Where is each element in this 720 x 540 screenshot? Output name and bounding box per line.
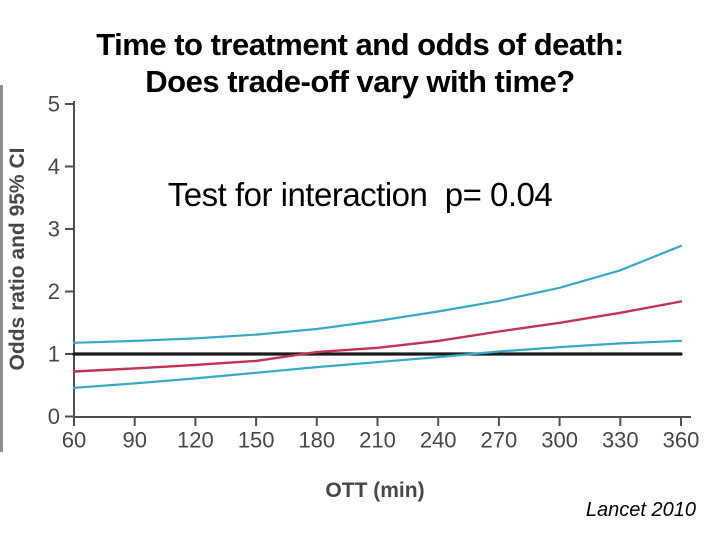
x-tick-label: 180 [298,428,335,453]
ci-upper-curve [72,244,683,344]
odds-ratio-curve [72,300,683,373]
y-tick-label: 3 [48,217,60,242]
y-tick-label: 5 [48,92,60,117]
x-tick-label: 90 [122,428,146,453]
interaction-test-label: Test for interaction p= 0.04 [167,176,553,213]
x-tick-label: 150 [238,428,275,453]
y-tick-label: 2 [48,279,60,304]
y-tick-label: 0 [48,404,60,429]
x-tick-label: 240 [420,428,457,453]
x-tick-label: 330 [602,428,639,453]
slide-title: Time to treatment and odds of death: Doe… [0,26,720,100]
y-tick-label: 1 [48,342,60,367]
x-tick-label: 60 [62,428,86,453]
x-tick-label: 360 [663,428,700,453]
y-axis-title: Odds ratio and 95% CI [6,148,29,371]
y-tick-label: 4 [48,154,60,179]
x-tick-label: 300 [541,428,578,453]
x-tick-label: 120 [177,428,214,453]
slide-title-line1: Time to treatment and odds of death: [96,27,624,62]
slide-title-line2: Does trade-off vary with time? [145,64,575,99]
ci-lower-curve [72,339,683,389]
x-tick-label: 210 [359,428,396,453]
x-axis-title: OTT (min) [325,479,424,502]
x-tick-label: 270 [481,428,518,453]
citation-label: Lancet 2010 [585,499,696,521]
figure-left-edge-line [0,85,3,452]
